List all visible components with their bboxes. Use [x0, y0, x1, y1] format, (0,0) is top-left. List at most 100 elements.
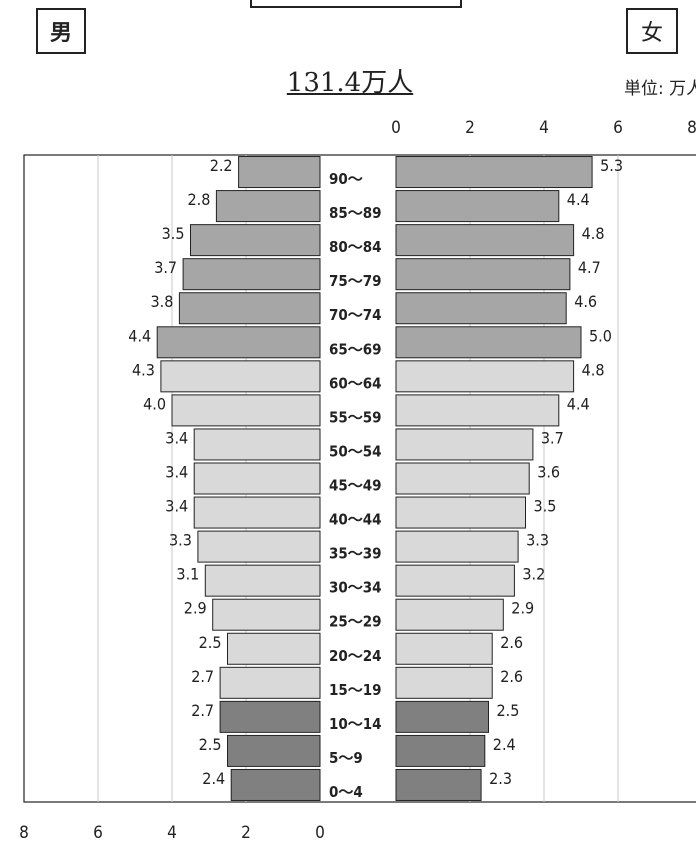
age-group-label: 40～44 — [329, 511, 382, 529]
male-bar — [219, 666, 321, 699]
female-value-label: 4.7 — [578, 258, 601, 277]
female-value-label: 3.3 — [526, 531, 549, 550]
age-group-label: 5～9 — [329, 749, 363, 767]
male-value-label: 2.2 — [210, 156, 233, 175]
male-value-label: 2.5 — [199, 633, 222, 652]
female-value-label: 2.3 — [489, 769, 512, 788]
male-value-label: 2.7 — [191, 667, 214, 686]
male-axis-tick: 6 — [93, 823, 103, 842]
male-axis-tick: 4 — [167, 823, 177, 842]
female-value-label: 3.7 — [541, 428, 564, 447]
male-value-label: 4.0 — [143, 394, 166, 413]
male-bar — [193, 428, 321, 461]
age-group-label: 85～89 — [329, 204, 382, 222]
male-value-label: 4.4 — [128, 326, 151, 345]
plot-area — [23, 154, 696, 803]
female-value-label: 3.5 — [534, 497, 557, 516]
age-group-label: 20～24 — [329, 647, 382, 665]
female-bar — [395, 462, 530, 495]
age-group-label: 15～19 — [329, 681, 382, 699]
male-value-label: 3.1 — [176, 565, 199, 584]
male-value-label: 2.4 — [202, 769, 225, 788]
female-bar — [395, 632, 493, 665]
age-group-label: 55～59 — [329, 408, 382, 426]
male-value-label: 3.5 — [162, 224, 185, 243]
female-bar — [395, 326, 582, 359]
female-value-label: 3.6 — [537, 463, 560, 482]
male-value-label: 3.4 — [165, 428, 188, 447]
female-value-label: 4.4 — [567, 190, 590, 209]
female-value-label: 2.5 — [497, 701, 520, 720]
age-group-label: 30～34 — [329, 579, 382, 597]
age-group-label: 35～39 — [329, 545, 382, 563]
female-axis-tick: 0 — [391, 118, 401, 138]
header-frame — [250, 0, 462, 8]
female-bar — [395, 700, 489, 733]
male-bar — [190, 224, 321, 257]
male-bar — [230, 768, 321, 801]
male-bar — [215, 190, 321, 223]
male-bar — [204, 564, 321, 597]
female-value-label: 2.6 — [500, 633, 523, 652]
female-value-label: 4.8 — [582, 360, 605, 379]
total-population: 131.4万人 — [286, 68, 414, 98]
male-value-label: 3.4 — [165, 497, 188, 516]
female-bar — [395, 258, 571, 291]
female-value-label: 4.6 — [574, 292, 597, 311]
age-group-label: 70～74 — [329, 306, 382, 324]
female-axis-tick: 8 — [687, 118, 696, 138]
age-group-label: 45～49 — [329, 477, 382, 495]
unit-label: 単位: 万人 — [624, 79, 696, 99]
male-value-label: 3.4 — [165, 463, 188, 482]
female-value-label: 2.4 — [493, 735, 516, 754]
male-bar — [219, 700, 321, 733]
male-bar — [171, 394, 321, 427]
male-bar — [182, 258, 321, 291]
female-value-label: 4.8 — [582, 224, 605, 243]
male-bar — [160, 360, 321, 393]
male-bar — [197, 530, 321, 563]
age-group-label: 10～14 — [329, 715, 382, 733]
age-group-label: 60～64 — [329, 374, 382, 392]
male-bar — [178, 292, 321, 325]
female-value-label: 5.3 — [600, 156, 623, 175]
age-group-label: 65～69 — [329, 340, 382, 358]
female-bar — [395, 224, 575, 257]
female-bar — [395, 768, 482, 801]
female-axis-tick: 2 — [465, 118, 475, 138]
male-value-label: 2.8 — [188, 190, 211, 209]
female-bar — [395, 292, 567, 325]
female-bar — [395, 156, 593, 189]
female-axis-tick: 6 — [613, 118, 623, 138]
female-bar — [395, 564, 515, 597]
male-axis-tick: 8 — [19, 823, 29, 842]
male-bar — [238, 156, 321, 189]
female-bar — [395, 598, 504, 631]
male-bar — [193, 462, 321, 495]
male-value-label: 4.3 — [132, 360, 155, 379]
male-value-label: 2.7 — [191, 701, 214, 720]
male-label: 男 — [36, 8, 86, 54]
age-group-label: 25～29 — [329, 613, 382, 631]
female-bar — [395, 666, 493, 699]
male-value-label: 2.5 — [199, 735, 222, 754]
male-bar — [227, 734, 321, 767]
male-bar — [212, 598, 321, 631]
female-value-label: 5.0 — [589, 326, 612, 345]
female-value-label: 3.2 — [522, 565, 545, 584]
male-value-label: 2.9 — [184, 599, 207, 618]
female-bar — [395, 734, 486, 767]
female-bar — [395, 530, 519, 563]
female-bar — [395, 394, 560, 427]
female-bar — [395, 496, 526, 529]
female-value-label: 2.6 — [500, 667, 523, 686]
female-value-label: 4.4 — [567, 394, 590, 413]
female-bar — [395, 190, 560, 223]
male-value-label: 3.8 — [151, 292, 174, 311]
female-label: 女 — [626, 8, 678, 54]
male-axis-tick: 2 — [241, 823, 251, 842]
age-group-label: 0～4 — [329, 783, 363, 801]
male-bar — [156, 326, 321, 359]
